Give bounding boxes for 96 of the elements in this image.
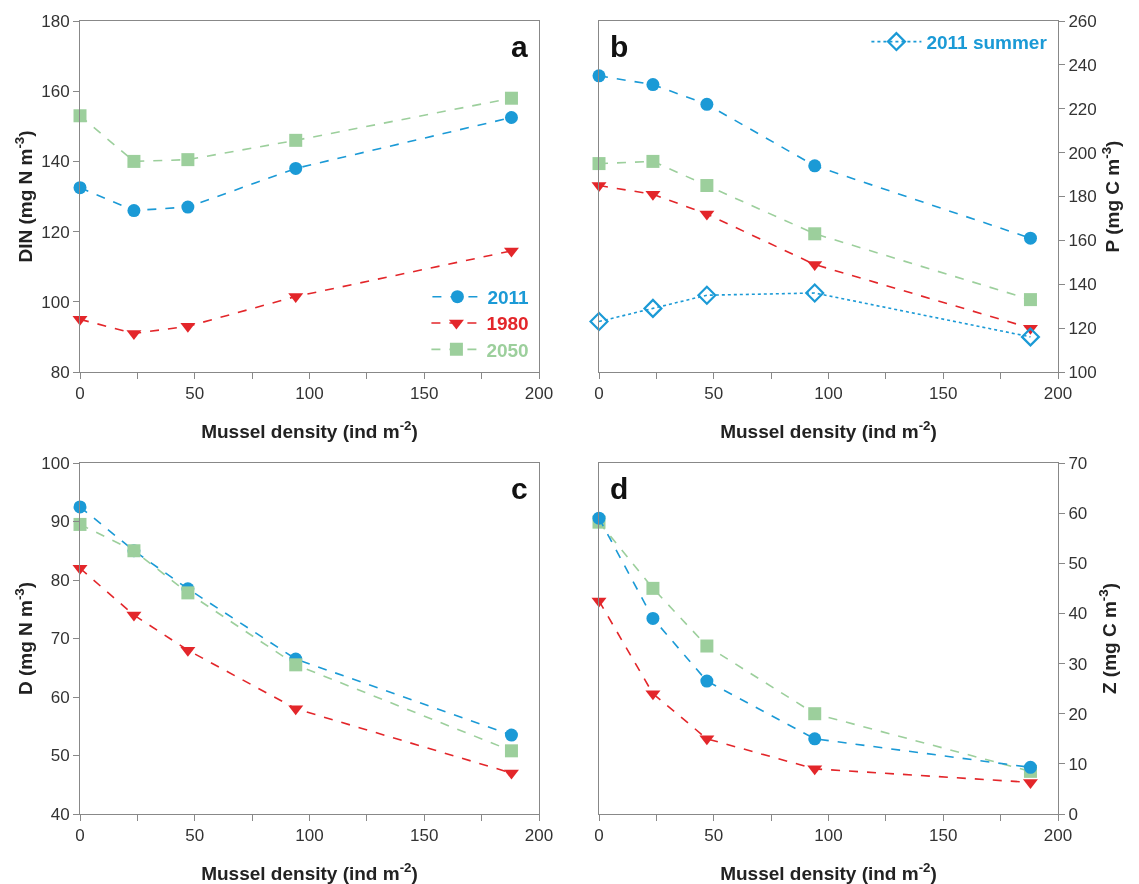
y2-tick-label: 220 <box>1068 99 1097 119</box>
point <box>646 78 660 92</box>
x-tick-label: 50 <box>704 826 724 846</box>
x-tick-label: 0 <box>75 826 85 846</box>
point <box>181 586 195 600</box>
point <box>697 285 717 305</box>
y2-tick-label: 160 <box>1068 231 1097 251</box>
annotation: b <box>610 30 629 63</box>
x-tick-label: 0 <box>594 384 604 404</box>
y-tick-label: 180 <box>41 11 70 31</box>
x-axis-title: Mussel density (ind m$^{-2}$) <box>201 418 418 442</box>
point <box>1020 327 1041 347</box>
y2-tick-label: 70 <box>1068 453 1088 473</box>
point <box>592 157 606 171</box>
point <box>1023 231 1037 245</box>
point <box>73 109 87 123</box>
x-tick-label: 150 <box>929 826 958 846</box>
y-tick-label: 80 <box>50 570 70 590</box>
point <box>181 153 195 167</box>
y2-tick-label: 120 <box>1068 319 1097 339</box>
x-tick-label: 200 <box>1043 826 1073 846</box>
legend-label: 2011 <box>487 287 530 309</box>
x-tick-label: 100 <box>814 384 843 404</box>
legend-label: 2011 summer <box>926 32 1048 54</box>
x-axis-title: Mussel density (ind m$^{-2}$) <box>720 418 937 442</box>
x-tick-label: 200 <box>524 826 554 846</box>
point <box>646 611 660 625</box>
y-tick-label: 90 <box>50 512 70 532</box>
point <box>700 179 714 193</box>
point <box>808 227 822 241</box>
y2-tick-label: 30 <box>1068 654 1088 674</box>
y2-tick-label: 180 <box>1068 187 1097 207</box>
x-tick-label: 50 <box>185 384 205 404</box>
point <box>646 154 660 168</box>
point <box>504 728 518 742</box>
y-tick-label: 50 <box>50 746 70 766</box>
point <box>805 283 825 303</box>
y-tick-label: 160 <box>41 82 70 102</box>
y-tick-label: 80 <box>50 362 70 382</box>
point <box>700 97 714 111</box>
y2-tick-label: 100 <box>1068 362 1097 382</box>
point <box>808 732 822 746</box>
y2-tick-label: 0 <box>1068 804 1078 824</box>
point <box>700 674 714 688</box>
point <box>1023 760 1037 774</box>
point <box>589 311 609 332</box>
point <box>700 639 714 653</box>
x-tick-label: 0 <box>75 384 85 404</box>
y2-tick-label: 10 <box>1068 754 1088 774</box>
y-tick-label: 40 <box>50 804 70 824</box>
y-tick-label: 100 <box>41 292 70 312</box>
x-tick-label: 100 <box>295 826 324 846</box>
point <box>181 200 195 214</box>
y-tick-label: 140 <box>41 152 70 172</box>
x-tick-label: 200 <box>524 384 554 404</box>
y2-tick-label: 200 <box>1068 143 1097 163</box>
x-tick-label: 0 <box>594 826 604 846</box>
point <box>808 159 822 173</box>
y2-tick-label: 20 <box>1068 704 1088 724</box>
x-tick-label: 150 <box>410 826 439 846</box>
x-axis-title: Mussel density (ind m$^{-2}$) <box>201 860 418 884</box>
annotation: c <box>511 472 528 505</box>
y2-tick-label: 60 <box>1068 504 1088 524</box>
annotation: d <box>610 472 629 505</box>
y-tick-label: 120 <box>41 222 70 242</box>
point <box>127 204 141 218</box>
point <box>504 744 518 758</box>
y2-tick-label: 260 <box>1068 11 1097 31</box>
point <box>127 154 141 168</box>
point <box>504 91 518 105</box>
x-tick-label: 150 <box>929 384 958 404</box>
x-tick-label: 100 <box>814 826 843 846</box>
point <box>1023 293 1037 307</box>
annotation: a <box>511 30 528 63</box>
y-tick-label: 100 <box>41 453 70 473</box>
point <box>646 581 660 595</box>
point <box>289 133 303 147</box>
x-tick-label: 200 <box>1043 384 1073 404</box>
point <box>289 658 303 672</box>
x-axis-title: Mussel density (ind m$^{-2}$) <box>720 860 937 884</box>
point <box>289 161 303 175</box>
x-tick-label: 100 <box>295 384 324 404</box>
y2-tick-label: 240 <box>1068 55 1097 75</box>
y-tick-label: 60 <box>50 687 70 707</box>
legend-label: 1980 <box>486 313 529 335</box>
x-tick-label: 50 <box>185 826 205 846</box>
y-tick-label: 70 <box>50 629 70 649</box>
y2-tick-label: 50 <box>1068 554 1088 574</box>
point <box>504 111 518 125</box>
y2-tick-label: 40 <box>1068 604 1088 624</box>
y2-tick-label: 140 <box>1068 275 1097 295</box>
x-tick-label: 150 <box>410 384 439 404</box>
legend-label: 2050 <box>486 339 529 361</box>
point <box>643 298 663 318</box>
x-tick-label: 50 <box>704 384 724 404</box>
point <box>808 707 822 721</box>
